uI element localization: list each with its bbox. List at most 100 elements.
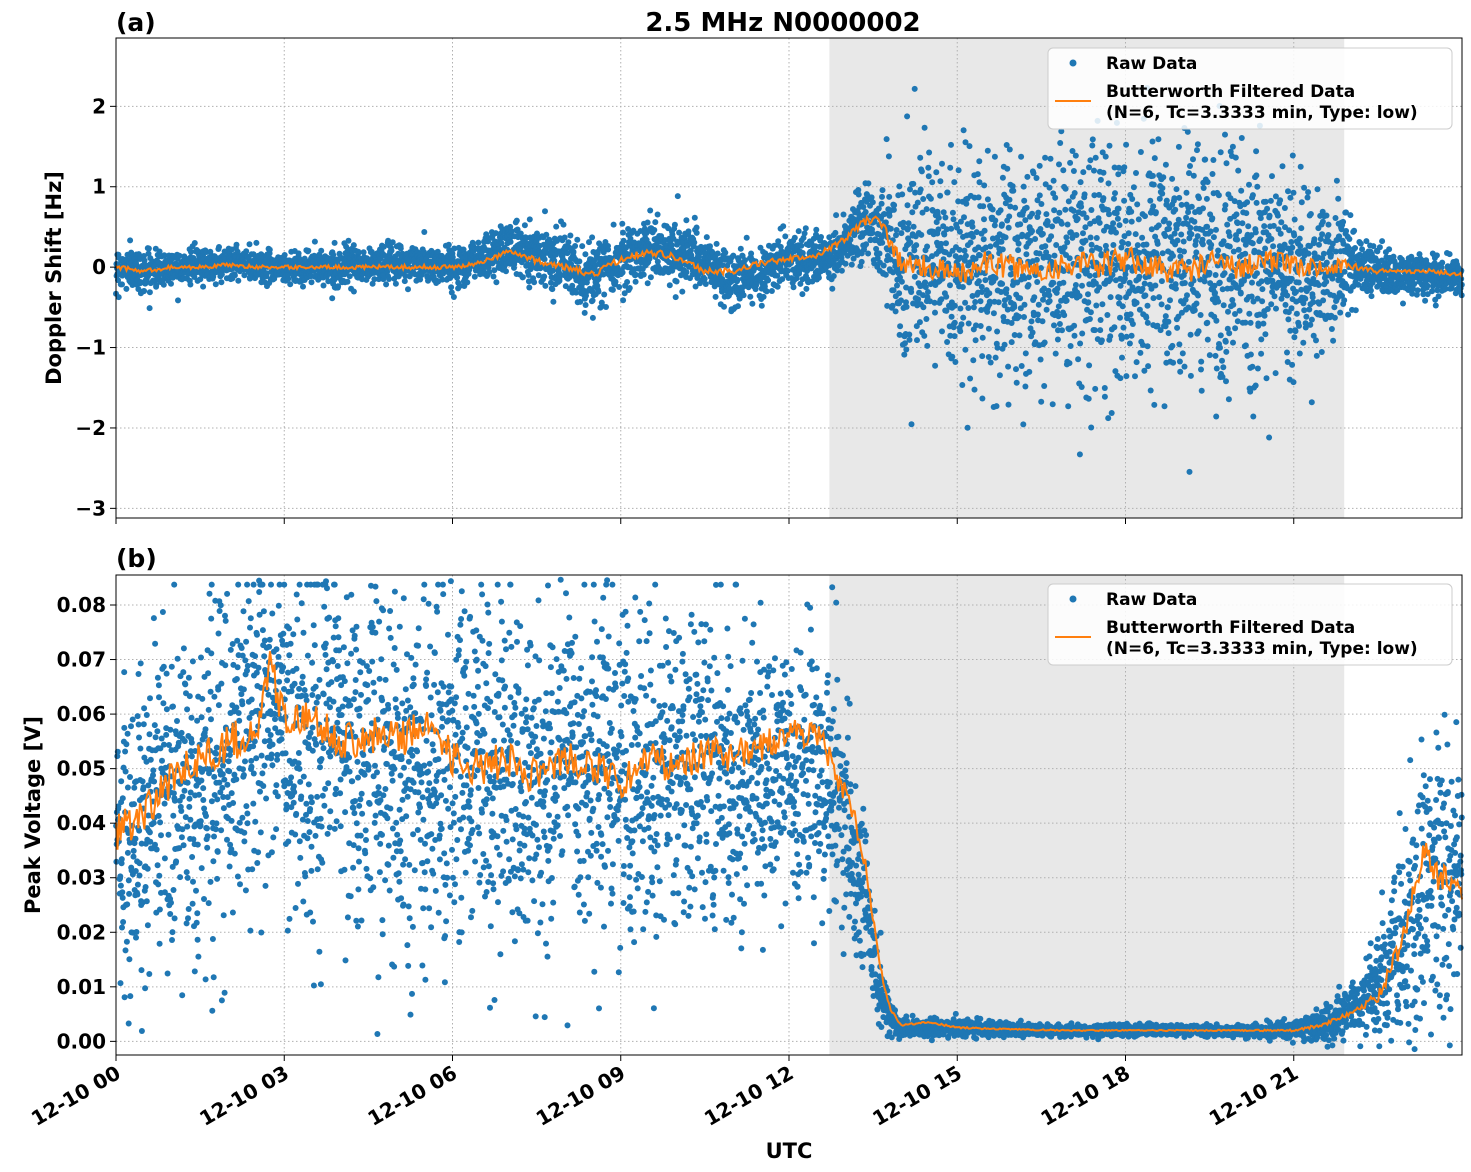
raw-data-point <box>1325 232 1332 238</box>
raw-data-point <box>950 216 957 223</box>
raw-data-point <box>925 164 932 171</box>
raw-data-point <box>1343 228 1350 234</box>
raw-data-point <box>141 288 148 294</box>
raw-data-point <box>1104 312 1111 318</box>
raw-data-point <box>1056 209 1063 216</box>
raw-data-point <box>896 183 903 190</box>
raw-data-point <box>1222 338 1229 345</box>
raw-data-point <box>589 297 596 304</box>
raw-data-point <box>1290 379 1297 386</box>
raw-data-point <box>981 227 988 234</box>
raw-data-point <box>959 284 966 290</box>
raw-data-point <box>1232 154 1239 161</box>
raw-data-point <box>948 225 955 232</box>
raw-data-point <box>392 280 399 287</box>
raw-data-point <box>320 282 327 289</box>
raw-data-point <box>1193 249 1200 256</box>
raw-data-point <box>1086 164 1092 171</box>
raw-data-point <box>1063 234 1070 241</box>
raw-data-point <box>1180 238 1187 245</box>
raw-data-point <box>1194 233 1201 240</box>
raw-data-point <box>1226 330 1233 337</box>
raw-data-point <box>1332 215 1339 221</box>
raw-data-point <box>924 243 931 250</box>
raw-data-point <box>253 239 260 246</box>
raw-data-point <box>1115 205 1122 212</box>
raw-data-point <box>977 298 984 305</box>
raw-data-point <box>1246 181 1252 188</box>
raw-data-point <box>855 191 862 198</box>
raw-data-point <box>1193 300 1200 307</box>
raw-data-point <box>980 203 987 210</box>
raw-data-point <box>1143 241 1150 248</box>
raw-data-point <box>904 202 911 209</box>
raw-data-point <box>1046 292 1053 299</box>
raw-data-point <box>1172 206 1179 213</box>
raw-data-point <box>880 262 887 269</box>
raw-data-point <box>1059 327 1065 334</box>
raw-data-point <box>801 230 808 237</box>
raw-data-point <box>1220 364 1227 371</box>
raw-data-point <box>1261 312 1268 319</box>
raw-data-point <box>949 353 956 360</box>
raw-data-point <box>1126 340 1133 347</box>
raw-data-point <box>1145 363 1152 370</box>
raw-data-point <box>1292 328 1299 335</box>
raw-data-point <box>886 212 893 219</box>
raw-data-point <box>1114 215 1121 222</box>
raw-data-point <box>620 237 627 244</box>
raw-data-point <box>1174 237 1181 244</box>
raw-data-point <box>933 169 940 176</box>
raw-data-point <box>210 273 217 280</box>
raw-data-point <box>542 282 549 289</box>
raw-data-point <box>1289 152 1296 159</box>
raw-data-point <box>1270 243 1277 250</box>
raw-data-point <box>942 214 949 221</box>
raw-data-point <box>115 294 122 301</box>
raw-data-point <box>572 243 579 249</box>
raw-data-point <box>519 274 526 281</box>
raw-data-point <box>858 258 865 265</box>
raw-data-point <box>1043 211 1050 218</box>
raw-data-point <box>1064 221 1071 228</box>
raw-data-point <box>1052 194 1059 201</box>
raw-data-point <box>1065 403 1072 410</box>
raw-data-point <box>1195 328 1202 335</box>
raw-data-point <box>1295 279 1302 286</box>
raw-data-point <box>1128 208 1135 215</box>
raw-data-point <box>1307 211 1314 217</box>
raw-data-point <box>1315 282 1322 288</box>
raw-data-point <box>1291 334 1298 341</box>
raw-data-point <box>979 395 986 402</box>
raw-data-point <box>1243 210 1250 217</box>
raw-data-point <box>1345 311 1352 318</box>
raw-data-point <box>1331 304 1338 311</box>
raw-data-point <box>920 304 927 311</box>
raw-data-point <box>1172 285 1179 292</box>
raw-data-point <box>1244 199 1251 206</box>
raw-data-point <box>956 228 963 235</box>
raw-data-point <box>906 336 913 343</box>
raw-data-point <box>1106 142 1113 149</box>
raw-data-point <box>1021 314 1027 320</box>
raw-data-point <box>1223 378 1229 385</box>
raw-data-point <box>397 245 404 252</box>
raw-data-point <box>666 282 673 289</box>
raw-data-point <box>1252 229 1259 236</box>
raw-data-point <box>879 239 886 246</box>
raw-data-point <box>1298 225 1305 232</box>
raw-data-point <box>1064 239 1071 246</box>
panel-a: 210−1−2−3 (a) 2.5 MHz N0000002 Doppler S… <box>42 8 1465 524</box>
raw-data-point <box>721 303 727 310</box>
raw-data-point <box>1230 339 1236 346</box>
raw-data-point <box>1229 143 1236 150</box>
raw-data-point <box>1198 387 1205 394</box>
raw-data-point <box>1187 372 1194 379</box>
raw-data-point <box>980 236 987 243</box>
raw-data-point <box>869 230 876 236</box>
raw-data-point <box>1215 192 1222 199</box>
raw-data-point <box>1087 309 1094 316</box>
raw-data-point <box>1081 191 1088 198</box>
raw-data-point <box>748 250 755 257</box>
raw-data-point <box>747 293 754 300</box>
